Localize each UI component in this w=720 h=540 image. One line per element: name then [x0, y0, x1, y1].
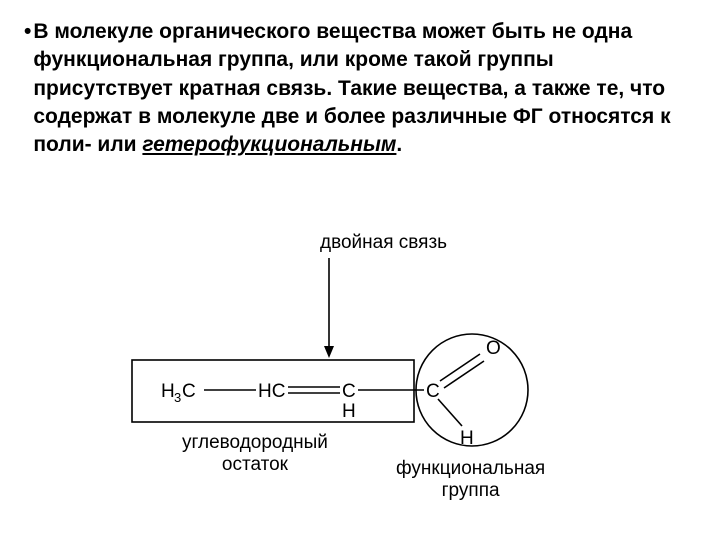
arrow-head-icon — [324, 346, 334, 358]
atom-h-under-c: H — [342, 401, 356, 422]
page-root: • В молекуле органического вещества може… — [0, 0, 720, 540]
atom-hc: HC — [258, 381, 285, 402]
molecule-svg: H 3 C HC C H C O H — [0, 220, 720, 520]
atom-h3c-c: C — [182, 381, 196, 402]
atom-h3c: H — [161, 381, 175, 402]
bond-ch — [438, 399, 462, 426]
atom-c: C — [342, 381, 356, 402]
para-post: . — [396, 133, 402, 156]
molecule-diagram: двойная связь углеводородный остаток фун… — [0, 220, 720, 520]
atom-c2: C — [426, 381, 440, 402]
atom-o: O — [486, 338, 501, 359]
paragraph-block: • В молекуле органического вещества може… — [24, 18, 696, 160]
bullet-marker: • — [24, 18, 31, 46]
atom-h-end: H — [460, 428, 474, 449]
para-emph: гетерофукциональным — [142, 133, 396, 156]
paragraph: В молекуле органического вещества может … — [33, 18, 696, 160]
atom-h3c-sub: 3 — [174, 390, 181, 405]
